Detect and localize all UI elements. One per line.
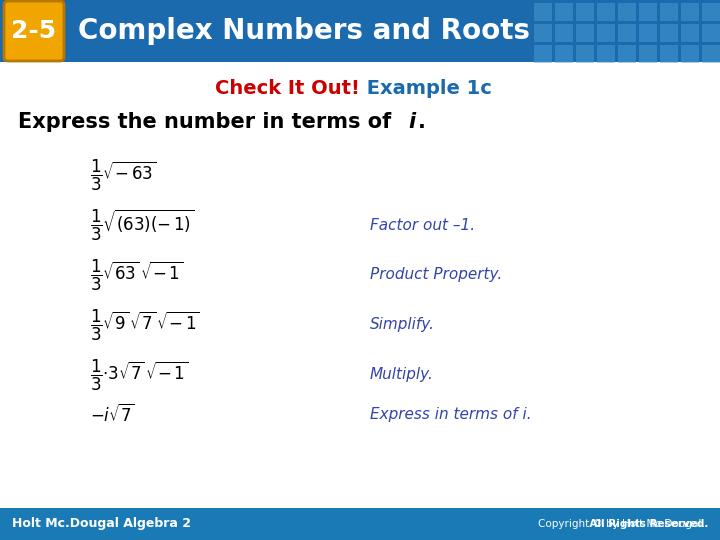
Bar [597, 45, 615, 63]
Bar [702, 45, 720, 63]
Text: Simplify.: Simplify. [370, 318, 435, 333]
Text: Complex Numbers and Roots: Complex Numbers and Roots [78, 17, 530, 45]
Text: Example 1c: Example 1c [360, 78, 492, 98]
Text: i: i [408, 112, 415, 132]
Text: $\dfrac{1}{3}\sqrt{9}\,\sqrt{7}\,\sqrt{-\,1}$: $\dfrac{1}{3}\sqrt{9}\,\sqrt{7}\,\sqrt{-… [90, 307, 200, 342]
Text: Express the number in terms of: Express the number in terms of [18, 112, 398, 132]
Bar [576, 3, 594, 21]
Bar [660, 3, 678, 21]
Text: Copyright © by Holt Mc Dougal.: Copyright © by Holt Mc Dougal. [538, 519, 708, 529]
Bar [576, 24, 594, 42]
Bar [681, 24, 699, 42]
Text: $\dfrac{1}{3}\sqrt{63}\,\sqrt{-\,1}$: $\dfrac{1}{3}\sqrt{63}\,\sqrt{-\,1}$ [90, 258, 184, 293]
Bar [534, 3, 552, 21]
Text: $\dfrac{1}{3}\sqrt{-\,63}$: $\dfrac{1}{3}\sqrt{-\,63}$ [90, 157, 156, 193]
Bar [555, 3, 573, 21]
Bar [660, 45, 678, 63]
Text: 2-5: 2-5 [12, 19, 57, 43]
Bar [660, 24, 678, 42]
Text: All Rights Reserved.: All Rights Reserved. [477, 519, 708, 529]
Text: Express in terms of i.: Express in terms of i. [370, 408, 531, 422]
Bar [576, 45, 594, 63]
Bar [555, 24, 573, 42]
Bar [639, 45, 657, 63]
Bar [534, 24, 552, 42]
Bar [534, 45, 552, 63]
Bar [0, 508, 720, 540]
Bar [702, 3, 720, 21]
Bar [0, 0, 720, 62]
Bar [639, 3, 657, 21]
Text: $\dfrac{1}{3}{\cdot}3\sqrt{7}\,\sqrt{-\,1}$: $\dfrac{1}{3}{\cdot}3\sqrt{7}\,\sqrt{-\,… [90, 357, 189, 393]
Bar [618, 24, 636, 42]
Bar [681, 45, 699, 63]
Text: Product Property.: Product Property. [370, 267, 503, 282]
Text: .: . [418, 112, 426, 132]
FancyBboxPatch shape [4, 1, 64, 61]
Bar [618, 3, 636, 21]
Text: Check It Out!: Check It Out! [215, 78, 360, 98]
Text: Holt Mc.Dougal Algebra 2: Holt Mc.Dougal Algebra 2 [12, 517, 191, 530]
Bar [702, 24, 720, 42]
Bar [597, 3, 615, 21]
Bar [555, 45, 573, 63]
Text: $\dfrac{1}{3}\sqrt{(63)(-\,1)}$: $\dfrac{1}{3}\sqrt{(63)(-\,1)}$ [90, 207, 194, 243]
Bar [597, 24, 615, 42]
Bar [618, 45, 636, 63]
Text: Factor out –1.: Factor out –1. [370, 218, 475, 233]
Bar [681, 3, 699, 21]
Bar [639, 24, 657, 42]
Text: Multiply.: Multiply. [370, 368, 434, 382]
Text: $-i\sqrt{7}$: $-i\sqrt{7}$ [90, 404, 135, 426]
